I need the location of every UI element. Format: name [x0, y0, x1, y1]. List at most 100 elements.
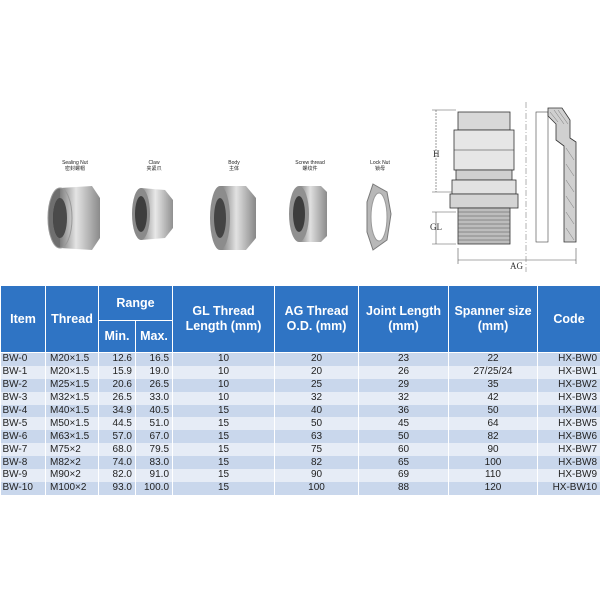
cell-spanner-size: 27/25/24: [448, 365, 539, 379]
cell-joint-length: 32: [358, 391, 450, 405]
table-row: BW-0 M20×1.5 12.6 16.5 10 20 23 22 HX-BW0: [0, 352, 600, 366]
cell-code: HX-BW1: [537, 365, 600, 379]
cell-gl: 15: [172, 469, 276, 482]
cell-ag: 32: [274, 391, 360, 405]
table-row: BW-1 M20×1.5 15.9 19.0 10 20 26 27/25/24 HX-BW1: [0, 365, 600, 379]
cell-range-min: 82.0: [98, 469, 136, 482]
part-label-zh: 螺纹件: [302, 166, 318, 172]
cable-gland-section-diagram: H GL AG: [430, 102, 577, 272]
cell-spanner-size: 35: [448, 378, 539, 392]
claw-image: [132, 188, 173, 240]
cell-item: BW-0: [0, 352, 46, 366]
table-row: BW-6 M63×1.5 57.0 67.0 15 63 50 82 HX-BW6: [0, 430, 600, 444]
cell-thread: M25×1.5: [45, 378, 99, 392]
cell-range-max: 19.0: [135, 365, 174, 379]
cell-range-max: 33.0: [135, 391, 174, 405]
header-spanner-size: Spanner size (mm): [448, 285, 539, 353]
cell-code: HX-BW8: [537, 456, 600, 470]
cell-ag: 25: [274, 378, 360, 392]
cell-ag: 50: [274, 417, 360, 431]
lock-nut-image: [366, 183, 392, 251]
table-row: BW-8 M82×2 74.0 83.0 15 82 65 100 HX-BW8: [0, 456, 600, 470]
cell-range-min: 93.0: [98, 481, 136, 495]
table-row: BW-4 M40×1.5 34.9 40.5 15 40 36 50 HX-BW4: [0, 404, 600, 418]
parts-row: Sealing Nut 密封螺帽 Claw 夹紧爪 Body 主体: [0, 160, 430, 280]
cell-joint-length: 36: [358, 404, 450, 418]
cell-code: HX-BW6: [537, 430, 600, 444]
cell-range-min: 26.5: [98, 391, 136, 405]
cell-gl: 10: [172, 391, 276, 405]
cell-joint-length: 26: [358, 365, 450, 379]
cell-code: HX-BW3: [537, 391, 600, 405]
cell-code: HX-BW10: [537, 481, 600, 495]
ag-dimension-label: AG: [510, 261, 523, 271]
part-label-zh: 夹紧爪: [146, 166, 162, 172]
table-row: BW-9 M90×2 82.0 91.0 15 90 69 110 HX-BW9: [0, 469, 600, 482]
cell-range-max: 26.5: [135, 378, 174, 392]
cell-range-min: 74.0: [98, 456, 136, 470]
cell-range-min: 57.0: [98, 430, 136, 444]
cell-spanner-size: 100: [448, 456, 539, 470]
cell-range-min: 44.5: [98, 417, 136, 431]
part-screw-thread: Screw thread 螺纹件: [280, 160, 340, 248]
cell-item: BW-5: [0, 417, 46, 431]
cell-thread: M82×2: [45, 456, 99, 470]
cell-range-min: 15.9: [98, 365, 136, 379]
cell-ag: 100: [274, 481, 360, 495]
header-ag-thread-od: AG Thread O.D. (mm): [274, 285, 360, 353]
cell-item: BW-6: [0, 430, 46, 444]
cell-range-max: 16.5: [135, 352, 174, 366]
cell-ag: 90: [274, 469, 360, 482]
cell-spanner-size: 22: [448, 352, 539, 366]
header-range-max: Max.: [134, 320, 174, 353]
header-gl-thread-length: GL Thread Length (mm): [172, 285, 276, 353]
cell-range-max: 83.0: [135, 456, 174, 470]
cell-gl: 10: [172, 378, 276, 392]
cell-range-max: 40.5: [135, 404, 174, 418]
cell-range-max: 79.5: [135, 443, 174, 457]
cell-ag: 63: [274, 430, 360, 444]
cell-item: BW-8: [0, 456, 46, 470]
cell-spanner-size: 90: [448, 443, 539, 457]
header-joint-length: Joint Length (mm): [358, 285, 450, 353]
cell-thread: M40×1.5: [45, 404, 99, 418]
cell-code: HX-BW7: [537, 443, 600, 457]
cell-range-max: 100.0: [135, 481, 174, 495]
part-sealing-nut: Sealing Nut 密封螺帽: [40, 160, 110, 258]
cell-code: HX-BW5: [537, 417, 600, 431]
cell-thread: M63×1.5: [45, 430, 99, 444]
cell-ag: 40: [274, 404, 360, 418]
cell-ag: 82: [274, 456, 360, 470]
cell-thread: M75×2: [45, 443, 99, 457]
cell-thread: M20×1.5: [45, 352, 99, 366]
part-body: Body 主体: [204, 160, 264, 258]
cell-joint-length: 60: [358, 443, 450, 457]
cell-spanner-size: 64: [448, 417, 539, 431]
cell-item: BW-3: [0, 391, 46, 405]
cell-joint-length: 29: [358, 378, 450, 392]
cell-spanner-size: 120: [448, 481, 539, 495]
cell-gl: 15: [172, 404, 276, 418]
cell-range-min: 34.9: [98, 404, 136, 418]
part-label-en: Claw: [148, 160, 160, 166]
cell-gl: 15: [172, 481, 276, 495]
cell-thread: M20×1.5: [45, 365, 99, 379]
cell-range-max: 91.0: [135, 469, 174, 482]
header-range-min: Min.: [98, 320, 136, 353]
cell-spanner-size: 82: [448, 430, 539, 444]
cell-item: BW-4: [0, 404, 46, 418]
cell-thread: M90×2: [45, 469, 99, 482]
cell-gl: 15: [172, 430, 276, 444]
part-label-zh: 密封螺帽: [64, 166, 85, 172]
cell-code: HX-BW0: [537, 352, 600, 366]
cell-range-min: 68.0: [98, 443, 136, 457]
cell-thread: M100×2: [45, 481, 99, 495]
table-row: BW-10 M100×2 93.0 100.0 15 100 88 120 HX-BW10: [0, 481, 600, 495]
cell-code: HX-BW2: [537, 378, 600, 392]
part-label-en: Lock Nut: [370, 160, 390, 166]
spec-table: Item Thread Range GL Thread Length (mm) …: [0, 285, 600, 495]
cell-gl: 15: [172, 456, 276, 470]
part-label-zh: 锁母: [374, 166, 385, 172]
cell-range-min: 12.6: [98, 352, 136, 366]
header-thread: Thread: [45, 285, 99, 353]
